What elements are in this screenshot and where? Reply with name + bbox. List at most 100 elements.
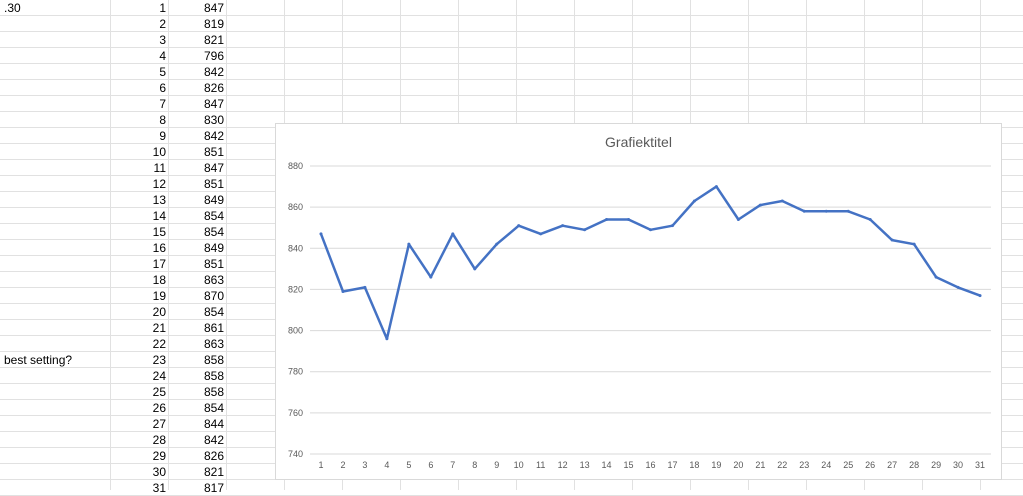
cell-value[interactable]: 870 (203, 289, 224, 303)
cell-a[interactable] (0, 384, 110, 400)
cell-a[interactable] (0, 448, 110, 464)
cell-index[interactable]: 16 (152, 241, 166, 255)
data-point[interactable] (780, 199, 784, 203)
cell-value[interactable]: 847 (203, 1, 224, 15)
cell-a[interactable] (0, 400, 110, 416)
cell-index[interactable]: 5 (159, 65, 166, 79)
data-point[interactable] (868, 217, 872, 221)
cell-index[interactable]: 3 (159, 33, 166, 47)
cell-a[interactable] (0, 160, 110, 176)
series-line[interactable] (319, 185, 982, 341)
cell-a[interactable] (0, 256, 110, 272)
data-point[interactable] (824, 209, 828, 213)
cell-index[interactable]: 29 (152, 449, 166, 463)
cell-a[interactable] (0, 336, 110, 352)
data-point[interactable] (473, 267, 477, 271)
data-point[interactable] (802, 209, 806, 213)
cell-value[interactable]: 821 (203, 465, 224, 479)
data-point[interactable] (319, 232, 323, 236)
data-point[interactable] (429, 275, 433, 279)
cell-value[interactable]: 842 (203, 129, 224, 143)
cell-a[interactable] (0, 112, 110, 128)
cell-a[interactable] (0, 144, 110, 160)
data-point[interactable] (956, 285, 960, 289)
data-point[interactable] (692, 199, 696, 203)
data-point[interactable] (649, 228, 652, 232)
cell-value[interactable]: 819 (203, 17, 224, 31)
cell-a[interactable] (0, 416, 110, 432)
cell-a[interactable] (0, 320, 110, 336)
cell-value[interactable]: 821 (203, 33, 224, 47)
cell-value[interactable]: 847 (203, 97, 224, 111)
cell-a[interactable] (0, 128, 110, 144)
cell-index[interactable]: 28 (152, 433, 166, 447)
cell-index[interactable]: 20 (152, 305, 166, 319)
cell-index[interactable]: 21 (152, 321, 166, 335)
cell-index[interactable]: 12 (152, 177, 166, 191)
cell-index[interactable]: 7 (159, 97, 166, 111)
cell-index[interactable]: 18 (152, 273, 166, 287)
cell-index[interactable]: 1 (159, 1, 166, 15)
data-point[interactable] (758, 203, 762, 207)
cell-a[interactable] (0, 224, 110, 240)
cell-index[interactable]: 14 (152, 209, 166, 223)
cell-a[interactable] (0, 192, 110, 208)
cell-value[interactable]: 842 (203, 65, 224, 79)
cell-value[interactable]: 796 (203, 49, 224, 63)
cell-index[interactable]: 22 (152, 337, 166, 351)
cell-a[interactable] (0, 480, 110, 496)
cell-index[interactable]: 4 (159, 49, 166, 63)
cell-a[interactable]: best setting? (4, 353, 73, 367)
cell-value[interactable]: 854 (203, 401, 224, 415)
cell-index[interactable]: 8 (159, 113, 166, 127)
data-point[interactable] (583, 228, 587, 232)
data-point[interactable] (495, 242, 499, 246)
cell-index[interactable]: 30 (152, 465, 166, 479)
data-point[interactable] (539, 232, 543, 236)
cell-a[interactable]: .30 (4, 1, 21, 15)
data-point[interactable] (934, 275, 938, 279)
cell-index[interactable]: 19 (152, 289, 166, 303)
cell-a[interactable] (0, 464, 110, 480)
cell-index[interactable]: 2 (159, 17, 166, 31)
data-point[interactable] (978, 294, 982, 298)
cell-value[interactable]: 858 (203, 369, 224, 383)
cell-value[interactable]: 847 (203, 161, 224, 175)
cell-value[interactable]: 817 (203, 481, 224, 495)
data-point[interactable] (736, 217, 740, 221)
cell-value[interactable]: 851 (203, 145, 224, 159)
cell-value[interactable]: 826 (203, 449, 224, 463)
data-point[interactable] (385, 337, 389, 341)
cell-value[interactable]: 842 (203, 433, 224, 447)
cell-a[interactable] (0, 48, 110, 64)
cell-a[interactable] (0, 432, 110, 448)
cell-index[interactable]: 15 (152, 225, 166, 239)
cell-value[interactable]: 858 (203, 385, 224, 399)
cell-value[interactable]: 858 (203, 353, 224, 367)
data-point[interactable] (341, 289, 345, 293)
cell-index[interactable]: 13 (152, 193, 166, 207)
cell-index[interactable]: 23 (152, 353, 166, 367)
cell-value[interactable]: 849 (203, 241, 224, 255)
cell-a[interactable] (0, 288, 110, 304)
cell-a[interactable] (0, 176, 110, 192)
cell-a[interactable] (0, 16, 110, 32)
cell-value[interactable]: 863 (203, 273, 224, 287)
cell-index[interactable]: 9 (159, 129, 166, 143)
cell-value[interactable]: 854 (203, 225, 224, 239)
chart-container[interactable]: Grafiektitel 740 760 780 800 820 840 860 880 1 2 3… (275, 123, 1002, 480)
cell-value[interactable]: 826 (203, 81, 224, 95)
cell-a[interactable] (0, 80, 110, 96)
cell-index[interactable]: 17 (152, 257, 166, 271)
cell-index[interactable]: 24 (152, 369, 166, 383)
cell-index[interactable]: 25 (152, 385, 166, 399)
data-point[interactable] (627, 217, 631, 221)
cell-index[interactable]: 11 (153, 161, 166, 175)
data-point[interactable] (605, 217, 609, 221)
data-point[interactable] (517, 224, 521, 228)
data-point[interactable] (890, 238, 894, 242)
cell-a[interactable] (0, 368, 110, 384)
data-point[interactable] (714, 185, 718, 189)
cell-index[interactable]: 31 (152, 481, 166, 495)
data-point[interactable] (846, 209, 850, 213)
